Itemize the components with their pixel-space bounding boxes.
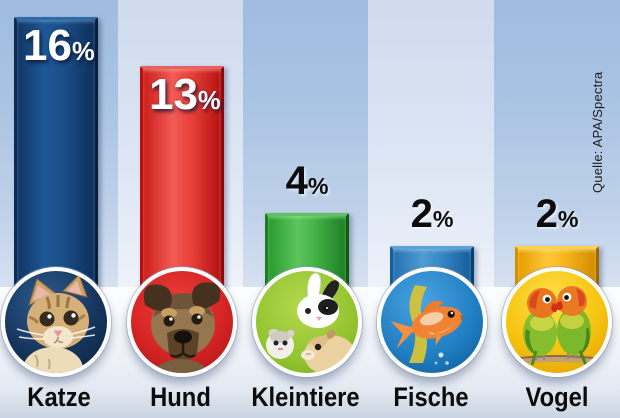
photo-circle-katze	[1, 267, 111, 377]
percent-sign: %	[71, 38, 95, 66]
value-digits: 13	[149, 70, 198, 119]
rabbit-hamster-guineapig-photo-icon	[266, 272, 356, 373]
value-label-hund: 13%	[149, 73, 221, 117]
photo-circle-vogel	[502, 267, 612, 377]
category-label-fische: Fische	[393, 382, 469, 412]
puppy-photo-icon	[143, 282, 221, 373]
percent-sign: %	[557, 206, 579, 232]
value-digits: 4	[285, 159, 308, 203]
kitten-photo-icon	[16, 274, 96, 373]
photo-circle-fische	[377, 267, 487, 377]
value-label-kleintiere: 4%	[265, 161, 349, 201]
photo-circle-kleintiere	[252, 267, 362, 377]
category-label-katze: Katze	[27, 382, 91, 412]
value-label-fische: 2%	[390, 194, 474, 234]
background-column-fische	[368, 0, 494, 287]
value-digits: 2	[410, 192, 433, 236]
value-label-katze: 16%	[23, 24, 95, 68]
background-column-vogel	[494, 0, 620, 287]
lovebirds-photo-icon	[511, 286, 603, 366]
percent-sign: %	[432, 206, 454, 232]
category-label-kleintiere: Kleintiere	[251, 382, 360, 412]
photo-circle-hund	[127, 267, 237, 377]
category-label-hund: Hund	[150, 382, 211, 412]
value-digits: 16	[23, 21, 72, 70]
percent-sign: %	[197, 87, 221, 115]
value-label-vogel: 2%	[515, 194, 599, 234]
percent-sign: %	[307, 173, 329, 199]
bar-katze	[14, 17, 98, 287]
goldfish-photo-icon	[390, 285, 463, 365]
category-label-vogel: Vogel	[525, 382, 589, 412]
value-digits: 2	[535, 192, 558, 236]
source-credit: Quelle: APA/Spectra	[590, 71, 605, 193]
